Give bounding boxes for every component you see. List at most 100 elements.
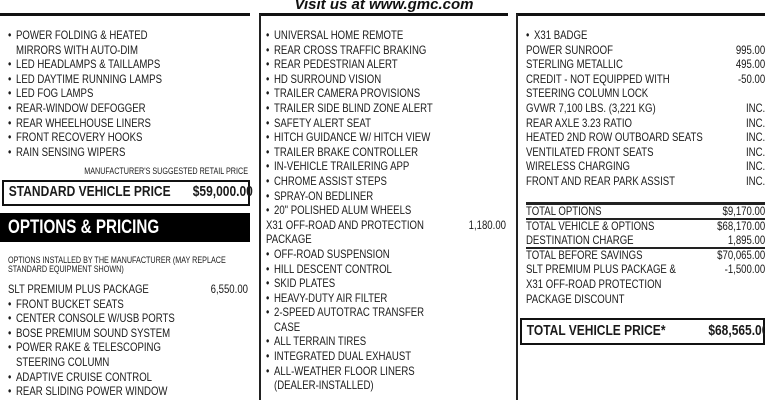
bullet-icon: •: [266, 349, 270, 364]
item-text: • ADAPTIVE CRUISE CONTROL: [8, 370, 152, 385]
bullet-icon: •: [8, 115, 12, 130]
item-text: • SPRAY-ON BEDLINER: [266, 189, 373, 204]
item-text: (DEALER-INSTALLED): [266, 378, 374, 393]
list-item: • FRONT RECOVERY HOOKS: [8, 130, 250, 145]
list-item: • ALL TERRAIN TIRES: [266, 334, 506, 349]
item-label: TRAILER CAMERA PROVISIONS: [274, 86, 421, 101]
item-label: POWER FOLDING & HEATED: [16, 28, 148, 42]
item-label: TRAILER SIDE BLIND ZONE ALERT: [274, 100, 433, 115]
item-label: BOSE PREMIUM SOUND SYSTEM: [16, 325, 171, 340]
item-label: LED HEADLAMPS & TAILLAMPS: [16, 57, 161, 72]
bullet-icon: •: [266, 334, 270, 349]
list-item: FRONT AND REAR PARK ASSIST INC.: [526, 174, 765, 189]
item-label: HEATED 2ND ROW OUTBOARD SEATS: [526, 130, 703, 145]
item-label: CENTER CONSOLE W/USB PORTS: [16, 311, 175, 326]
list-item: • SPRAY-ON BEDLINER: [266, 189, 506, 204]
item-price: INC.: [746, 130, 765, 145]
list-item: • 2-SPEED AUTOTRAC TRANSFER: [266, 305, 506, 320]
item-label: X31 BADGE: [534, 28, 588, 42]
bullet-icon: •: [8, 28, 12, 42]
options-pricing-header: OPTIONS & PRICING: [0, 213, 250, 242]
item-text: REAR AXLE 3.23 RATIO: [526, 116, 632, 131]
item-text: TOTAL OPTIONS: [526, 204, 602, 219]
item-price: $70,065.00: [717, 247, 765, 262]
list-item: MIRRORS WITH AUTO-DIM: [8, 43, 250, 58]
bullet-icon: •: [8, 325, 12, 340]
list-item: • IN-VEHICLE TRAILERING APP: [266, 159, 506, 174]
item-text: • HITCH GUIDANCE W/ HITCH VIEW: [266, 130, 430, 145]
bullet-icon: •: [8, 100, 12, 115]
item-text: PACKAGE DISCOUNT: [526, 292, 625, 307]
column-border: [259, 14, 261, 400]
item-price: 995.00: [735, 42, 765, 57]
list-item: CASE: [266, 320, 506, 335]
list-item: SLT PREMIUM PLUS PACKAGE & -1,500.00: [526, 262, 765, 277]
bullet-icon: •: [266, 173, 270, 188]
item-label: LED DAYTIME RUNNING LAMPS: [16, 71, 162, 86]
item-label: SAFETY ALERT SEAT: [274, 115, 371, 130]
item-text: • UNIVERSAL HOME REMOTE: [266, 28, 403, 43]
item-price: INC.: [746, 159, 765, 174]
item-label: CASE: [274, 319, 301, 334]
item-text: • CHROME ASSIST STEPS: [266, 174, 387, 189]
list-item: HEATED 2ND ROW OUTBOARD SEATS INC.: [526, 130, 765, 145]
item-text: • OFF-ROAD SUSPENSION: [266, 247, 390, 262]
list-item: STEERING COLUMN LOCK: [526, 86, 765, 101]
item-label: STEERING COLUMN LOCK: [526, 86, 649, 101]
item-label: TRAILER BRAKE CONTROLLER: [274, 144, 419, 159]
bullet-icon: •: [8, 369, 12, 384]
bullet-icon: •: [526, 28, 530, 42]
item-price: 495.00: [735, 57, 765, 72]
item-price: 1,895.00: [727, 233, 765, 248]
item-text: • RAIN SENSING WIPERS: [8, 145, 125, 160]
item-text: • CENTER CONSOLE W/USB PORTS: [8, 311, 175, 326]
item-text: • 2-SPEED AUTOTRAC TRANSFER: [266, 305, 424, 320]
item-price: -50.00: [737, 71, 765, 86]
list-item: • HITCH GUIDANCE W/ HITCH VIEW: [266, 130, 506, 145]
item-label: RAIN SENSING WIPERS: [16, 144, 126, 159]
list-item: • HILL DESCENT CONTROL: [266, 262, 506, 277]
list-item: • SAFETY ALERT SEAT: [266, 116, 506, 131]
item-text: • TRAILER BRAKE CONTROLLER: [266, 145, 418, 160]
bullet-icon: •: [266, 130, 270, 145]
item-text: • REAR WHEELHOUSE LINERS: [8, 116, 151, 131]
standard-price-value: $59,000.00: [192, 183, 253, 200]
item-label: CHROME ASSIST STEPS: [274, 173, 387, 188]
bullet-icon: •: [266, 188, 270, 203]
item-text: • BOSE PREMIUM SOUND SYSTEM: [8, 326, 170, 341]
list-item: SLT PREMIUM PLUS PACKAGE 6,550.00: [8, 282, 248, 297]
bullet-icon: •: [8, 144, 12, 159]
item-label: HD SURROUND VISION: [274, 71, 382, 86]
bullet-icon: •: [266, 57, 270, 72]
item-label: LED FOG LAMPS: [16, 86, 94, 101]
item-price: INC.: [746, 115, 765, 130]
list-item: • UNIVERSAL HOME REMOTE: [266, 28, 506, 43]
item-label: SLT PREMIUM PLUS PACKAGE: [8, 282, 149, 296]
item-text: STEERING COLUMN LOCK: [526, 86, 648, 101]
options-caption-line: OPTIONS INSTALLED BY THE MANUFACTURER (M…: [8, 255, 226, 265]
list-item: • REAR-WINDOW DEFOGGER: [8, 101, 250, 116]
item-label: REAR SLIDING POWER WINDOW: [16, 384, 168, 399]
item-text: • ALL-WEATHER FLOOR LINERS: [266, 364, 415, 379]
item-text: • TRAILER CAMERA PROVISIONS: [266, 86, 420, 101]
msrp-caption: MANUFACTURER'S SUGGESTED RETAIL PRICE: [8, 166, 248, 176]
list-item: • 20" POLISHED ALUM WHEELS: [266, 203, 506, 218]
item-text: • LED DAYTIME RUNNING LAMPS: [8, 72, 162, 87]
bullet-icon: •: [266, 42, 270, 57]
item-text: • IN-VEHICLE TRAILERING APP: [266, 159, 409, 174]
standard-equipment-list: • POWER FOLDING & HEATED MIRRORS WITH AUTO…: [8, 28, 250, 159]
item-text: • INTEGRATED DUAL EXHAUST: [266, 349, 411, 364]
list-item: • HD SURROUND VISION: [266, 72, 506, 87]
list-item: • FRONT BUCKET SEATS: [8, 297, 248, 312]
list-item: • POWER FOLDING & HEATED: [8, 28, 250, 43]
list-item: • ALL-WEATHER FLOOR LINERS: [266, 364, 506, 379]
list-item: • REAR SLIDING POWER WINDOW: [8, 384, 248, 399]
item-text: • REAR-WINDOW DEFOGGER: [8, 101, 146, 116]
bullet-icon: •: [8, 311, 12, 326]
item-label: CREDIT - NOT EQUIPPED WITH: [526, 71, 670, 86]
item-label: 2-SPEED AUTOTRAC TRANSFER: [274, 305, 425, 320]
item-label: ALL TERRAIN TIRES: [274, 334, 367, 349]
item-label: FRONT BUCKET SEATS: [16, 296, 124, 311]
item-text: MIRRORS WITH AUTO-DIM: [8, 43, 138, 58]
list-item: • REAR PEDESTRIAN ALERT: [266, 57, 506, 72]
